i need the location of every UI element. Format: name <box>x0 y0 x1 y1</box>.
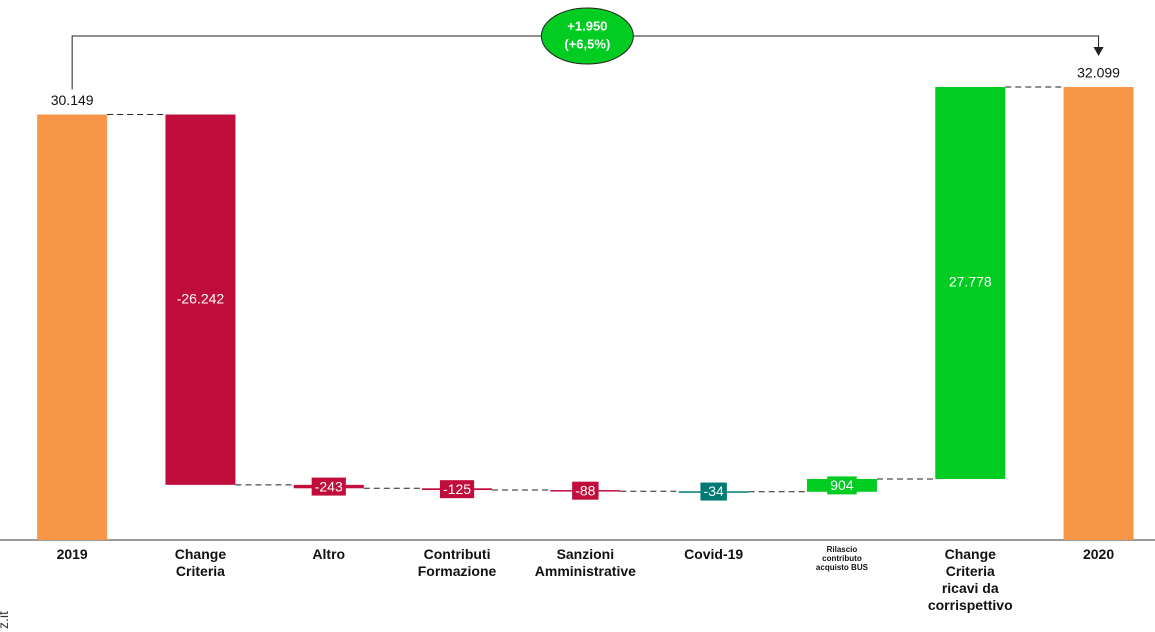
value-label: -125 <box>443 481 471 497</box>
x-tick-label: 2019 <box>56 546 88 562</box>
x-tick-label: Covid-19 <box>684 546 744 562</box>
bar <box>165 114 236 485</box>
annotation-bubble <box>540 7 634 65</box>
value-label-box: -34 <box>700 482 727 501</box>
value-label: 32.099 <box>1077 65 1120 81</box>
value-label: 30.149 <box>51 92 94 108</box>
value-label: -34 <box>704 483 724 499</box>
value-label: -243 <box>315 478 343 494</box>
value-label-box: -125 <box>439 480 475 499</box>
value-label: 27.778 <box>949 274 992 290</box>
label-box <box>700 482 727 501</box>
value-label-box: -88 <box>572 481 599 500</box>
label-box <box>311 477 346 496</box>
x-tick-label: Sanzioni Amministrative <box>534 546 636 579</box>
bar <box>935 87 1006 480</box>
watermark: z.it <box>0 611 11 629</box>
x-tick-label: Change Criteria ricavi da corrispettivo <box>927 546 1013 613</box>
value-label-box: 904 <box>827 476 857 495</box>
label-box <box>572 481 599 500</box>
value-label: -26.242 <box>177 290 225 306</box>
annotation-text: +1.950 <box>567 18 607 33</box>
arrow-head <box>1093 47 1104 56</box>
annotation-text: (+6,5%) <box>564 36 610 51</box>
label-box <box>827 476 857 495</box>
bar <box>1063 87 1134 540</box>
value-label: -88 <box>575 482 595 498</box>
x-tick-label: Change Criteria <box>174 546 227 579</box>
value-label: 904 <box>830 477 854 493</box>
value-label-box: -243 <box>311 477 346 496</box>
x-tick-label: 2020 <box>1082 546 1115 562</box>
x-tick-label: Contributi Formazione <box>417 546 497 579</box>
x-tick-label: Altro <box>312 546 346 562</box>
bar <box>37 114 108 541</box>
label-box <box>439 480 475 499</box>
x-tick-label: Rilascio contributo acquisto BUS <box>815 545 868 572</box>
